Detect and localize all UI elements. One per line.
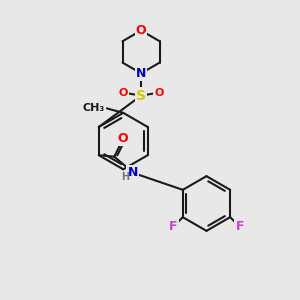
- Text: N: N: [128, 166, 138, 179]
- Text: S: S: [136, 88, 146, 103]
- Text: F: F: [236, 220, 244, 233]
- Text: O: O: [136, 24, 146, 37]
- Text: O: O: [118, 88, 128, 98]
- Text: H: H: [122, 172, 130, 182]
- Text: N: N: [136, 67, 146, 80]
- Text: O: O: [118, 132, 128, 145]
- Text: F: F: [169, 220, 178, 233]
- Text: CH₃: CH₃: [82, 103, 104, 113]
- Text: O: O: [154, 88, 164, 98]
